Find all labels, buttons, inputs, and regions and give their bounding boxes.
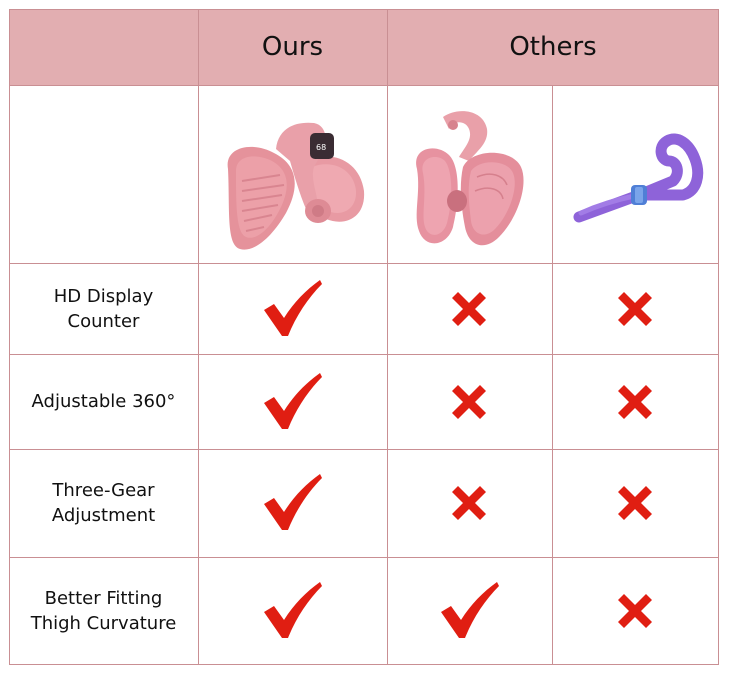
cross-icon: [452, 486, 486, 520]
cross-icon: [618, 594, 652, 628]
purple-thigh-master-image: [573, 133, 704, 223]
pink-hip-trainer-with-display-image: 68: [227, 122, 365, 250]
row-divider: [9, 263, 719, 264]
cross-icon: [618, 292, 652, 326]
row-divider: [9, 354, 719, 355]
feature-label-line: Adjustable 360°: [31, 391, 176, 412]
row-divider: [9, 449, 719, 450]
header-others-label: Others: [509, 32, 597, 62]
feature-hd-display-counter: HD Display Counter: [9, 263, 198, 354]
column-divider: [198, 9, 199, 665]
header-empty-cell: [9, 9, 198, 85]
row-divider: [9, 85, 719, 86]
feature-better-fitting-thigh-curvature: Better Fitting Thigh Curvature: [9, 557, 198, 665]
pink-kegel-trainer-image: [416, 111, 524, 246]
cross-icon: [452, 385, 486, 419]
check-icon: [264, 280, 322, 336]
feature-label-line: Better Fitting: [44, 588, 163, 609]
feature-label-line: HD Display: [53, 285, 154, 307]
header-ours-label: Ours: [261, 32, 324, 62]
check-icon: [441, 582, 499, 638]
cross-icon: [452, 292, 486, 326]
feature-three-gear-adjustment: Three-Gear Adjustment: [9, 449, 198, 557]
feature-label-line: Counter: [67, 310, 140, 332]
column-divider: [387, 9, 388, 665]
check-icon: [264, 582, 322, 638]
header-others: Others: [387, 9, 719, 85]
feature-label-line: Three-Gear: [52, 480, 155, 501]
header-ours: Ours: [198, 9, 387, 85]
table-border: [9, 9, 719, 665]
feature-label-line: Thigh Curvature: [30, 613, 177, 634]
feature-label-line: Adjustment: [51, 505, 156, 526]
cross-icon: [618, 385, 652, 419]
check-icon: [264, 373, 322, 429]
row-divider: [9, 557, 719, 558]
check-icon: [264, 474, 322, 530]
column-divider: [552, 85, 553, 665]
comparison-table: Ours Others 68: [9, 9, 719, 665]
feature-adjustable-360: Adjustable 360°: [9, 354, 198, 449]
cross-icon: [618, 486, 652, 520]
svg-text:68: 68: [316, 143, 326, 152]
